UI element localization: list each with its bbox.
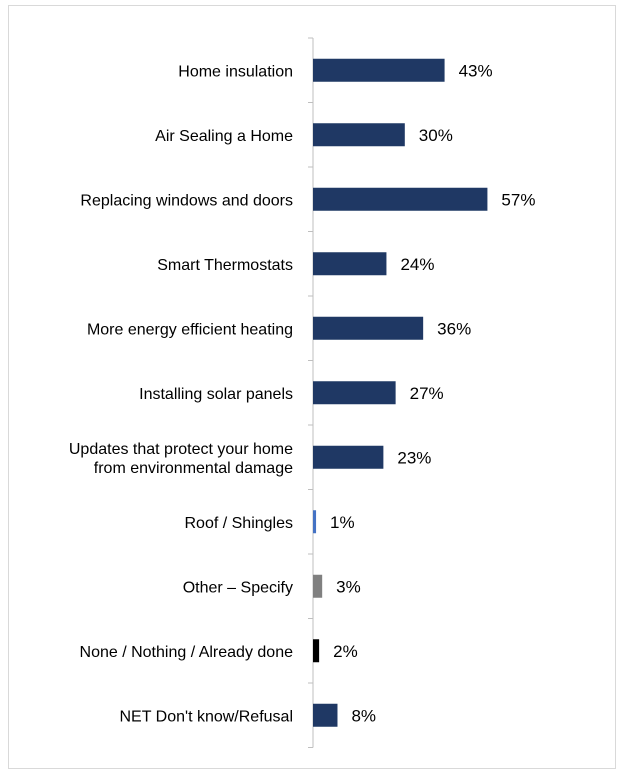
category-label: Smart Thermostats <box>157 257 293 274</box>
category-label: More energy efficient heating <box>87 321 293 338</box>
value-label: 3% <box>336 577 361 596</box>
bar <box>313 316 424 340</box>
category-label: Replacing windows and doors <box>80 192 293 209</box>
bar <box>313 703 338 727</box>
category-label-line: from environmental damage <box>94 460 293 477</box>
bar <box>313 252 387 276</box>
category-label-line: More energy efficient heating <box>87 321 293 338</box>
value-label: 36% <box>437 319 471 338</box>
category-label: Air Sealing a Home <box>155 128 293 145</box>
category-label: None / Nothing / Already done <box>80 644 294 661</box>
category-label: Other – Specify <box>183 579 293 596</box>
bar <box>313 574 323 598</box>
category-label-line: Roof / Shingles <box>184 515 293 532</box>
category-label-line: Smart Thermostats <box>157 257 293 274</box>
category-labels: Home insulation Air Sealing a Home Replaci… <box>69 63 293 725</box>
value-label: 2% <box>333 642 358 661</box>
category-label: Home insulation <box>178 63 293 80</box>
axis-ticks <box>308 37 313 748</box>
category-label: NET Don't know/Refusal <box>120 708 294 725</box>
category-label-line: None / Nothing / Already done <box>80 644 294 661</box>
category-label-line: NET Don't know/Refusal <box>120 708 294 725</box>
bar <box>313 123 405 147</box>
value-label: 8% <box>351 706 376 725</box>
category-label: Updates that protect your home from envir… <box>69 441 293 477</box>
value-label: 24% <box>400 255 434 274</box>
bar <box>313 58 445 82</box>
category-label-line: Updates that protect your home <box>69 441 293 458</box>
value-label: 43% <box>459 61 493 80</box>
chart-frame <box>8 5 616 769</box>
bar <box>313 381 396 405</box>
value-label: 1% <box>330 513 355 532</box>
value-label: 57% <box>501 190 535 209</box>
bar <box>313 510 317 534</box>
value-label: 30% <box>419 126 453 145</box>
category-label-line: Replacing windows and doors <box>80 192 293 209</box>
category-label-line: Installing solar panels <box>139 386 293 403</box>
value-label: 27% <box>410 384 444 403</box>
bar <box>313 445 384 469</box>
value-label: 23% <box>397 448 431 467</box>
category-label-line: Other – Specify <box>183 579 293 596</box>
category-label: Installing solar panels <box>139 386 293 403</box>
value-labels: 43% 30% 57% 24% 36% 27% 23% 1% 3% 2% 8% <box>330 61 535 725</box>
category-label: Roof / Shingles <box>184 515 293 532</box>
category-label-line: Air Sealing a Home <box>155 128 293 145</box>
bar <box>313 187 488 211</box>
bars <box>313 58 488 727</box>
bar <box>313 639 320 663</box>
category-label-line: Home insulation <box>178 63 293 80</box>
